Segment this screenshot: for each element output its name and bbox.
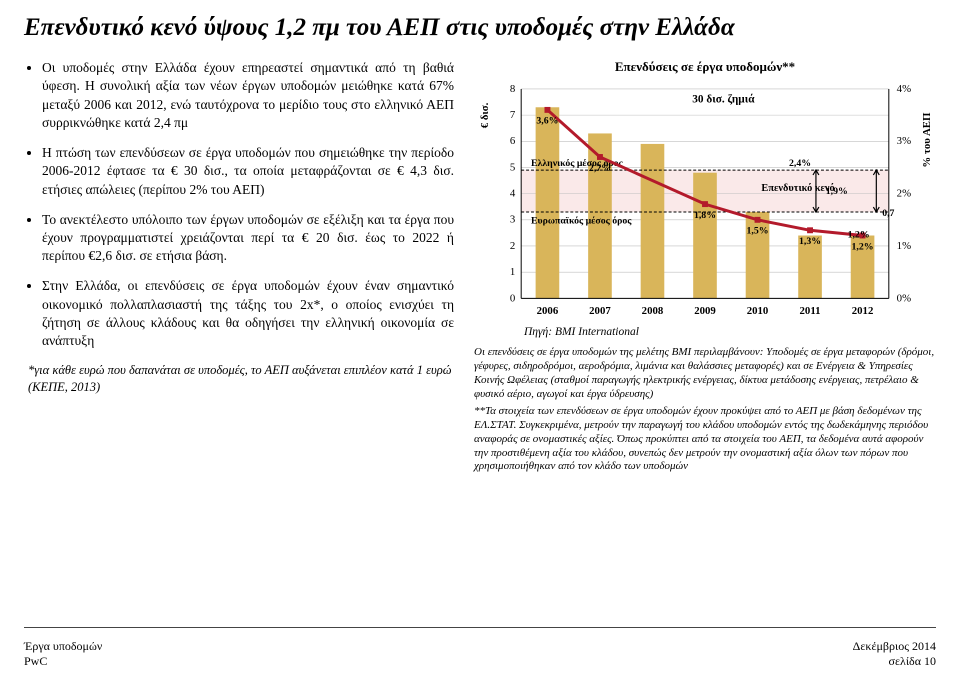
chart-notes: Οι επενδύσεις σε έργα υποδομών της μελέτ… — [474, 346, 936, 474]
footer-divider — [24, 627, 936, 628]
svg-text:2011: 2011 — [800, 305, 821, 317]
svg-text:0: 0 — [510, 293, 515, 305]
svg-text:1,8%: 1,8% — [694, 210, 716, 221]
page-title: Επενδυτικό κενό ύψους 1,2 πμ του ΑΕΠ στι… — [24, 12, 936, 43]
svg-text:Επενδυτικό κενό: Επενδυτικό κενό — [761, 183, 834, 194]
svg-text:1,2%: 1,2% — [848, 230, 870, 241]
bullet-1: Οι υποδομές στην Ελλάδα έχουν επηρεαστεί… — [42, 59, 454, 132]
svg-text:4: 4 — [510, 188, 516, 200]
svg-text:2006: 2006 — [537, 305, 559, 317]
svg-text:4%: 4% — [897, 83, 911, 95]
svg-text:2012: 2012 — [852, 305, 874, 317]
bullet-2: Η πτώση των επενδύσεων σε έργα υποδομών … — [42, 144, 454, 199]
chart-column: Επενδύσεις σε έργα υποδομών** 0 1 2 3 4 5 6 7 8 Ε… — [474, 59, 936, 478]
footer-right-2: σελίδα 10 — [853, 654, 936, 668]
footer-left: Έργα υποδομών PwC — [24, 639, 102, 668]
svg-text:3: 3 — [510, 214, 515, 226]
svg-text:€ δισ.: € δισ. — [479, 103, 491, 129]
svg-text:1%: 1% — [897, 240, 911, 252]
svg-text:0%: 0% — [897, 293, 911, 305]
bullet-4: Στην Ελλάδα, οι επενδύσεις σε έργα υποδο… — [42, 277, 454, 350]
svg-text:2007: 2007 — [589, 305, 611, 317]
svg-text:1: 1 — [510, 266, 515, 278]
footer-right-1: Δεκέμβριος 2014 — [853, 639, 936, 653]
svg-text:3%: 3% — [897, 135, 911, 147]
svg-text:2%: 2% — [897, 188, 911, 200]
note-1: Οι επενδύσεις σε έργα υποδομών της μελέτ… — [474, 346, 936, 401]
chart-title: Επενδύσεις σε έργα υποδομών** — [474, 59, 936, 75]
footnote-left: *για κάθε ευρώ που δαπανάται σε υποδομές… — [24, 362, 454, 396]
svg-text:2008: 2008 — [642, 305, 664, 317]
svg-text:2010: 2010 — [747, 305, 769, 317]
svg-text:1,2%: 1,2% — [852, 242, 874, 253]
svg-text:1,3%: 1,3% — [799, 236, 821, 247]
chart-source: Πηγή: BMI International — [524, 326, 936, 338]
bullet-3: Το ανεκτέλεστο υπόλοιπο των έργων υποδομ… — [42, 211, 454, 266]
svg-text:3,6%: 3,6% — [536, 116, 558, 127]
svg-text:8: 8 — [510, 83, 515, 95]
note-2: **Τα στοιχεία των επενδύσεων σε έργα υπο… — [474, 405, 936, 474]
svg-text:2,4%: 2,4% — [789, 158, 811, 169]
svg-text:2: 2 — [510, 240, 515, 252]
footer-right: Δεκέμβριος 2014 σελίδα 10 — [853, 639, 936, 668]
svg-text:2009: 2009 — [694, 305, 716, 317]
svg-text:30 δισ. ζημιά: 30 δισ. ζημιά — [692, 94, 755, 106]
bullets-list: Οι υποδομές στην Ελλάδα έχουν επηρεαστεί… — [24, 59, 454, 350]
svg-text:1,5%: 1,5% — [746, 226, 768, 237]
svg-text:0,7: 0,7 — [882, 208, 894, 219]
infra-chart: 012345678Ελληνικός μέσος όροςΕυρωπαϊκός … — [474, 79, 936, 324]
svg-text:1,9%: 1,9% — [826, 186, 848, 197]
svg-text:6: 6 — [510, 135, 516, 147]
footer-left-1: Έργα υποδομών — [24, 639, 102, 653]
svg-text:Ευρωπαϊκός μέσος όρος: Ευρωπαϊκός μέσος όρος — [531, 216, 632, 227]
footer-left-2: PwC — [24, 654, 102, 668]
bullets-column: Οι υποδομές στην Ελλάδα έχουν επηρεαστεί… — [24, 59, 454, 478]
svg-text:5: 5 — [510, 162, 515, 174]
svg-text:2,7%: 2,7% — [589, 163, 611, 174]
svg-text:7: 7 — [510, 109, 516, 121]
svg-text:% του ΑΕΠ: % του ΑΕΠ — [921, 112, 933, 168]
